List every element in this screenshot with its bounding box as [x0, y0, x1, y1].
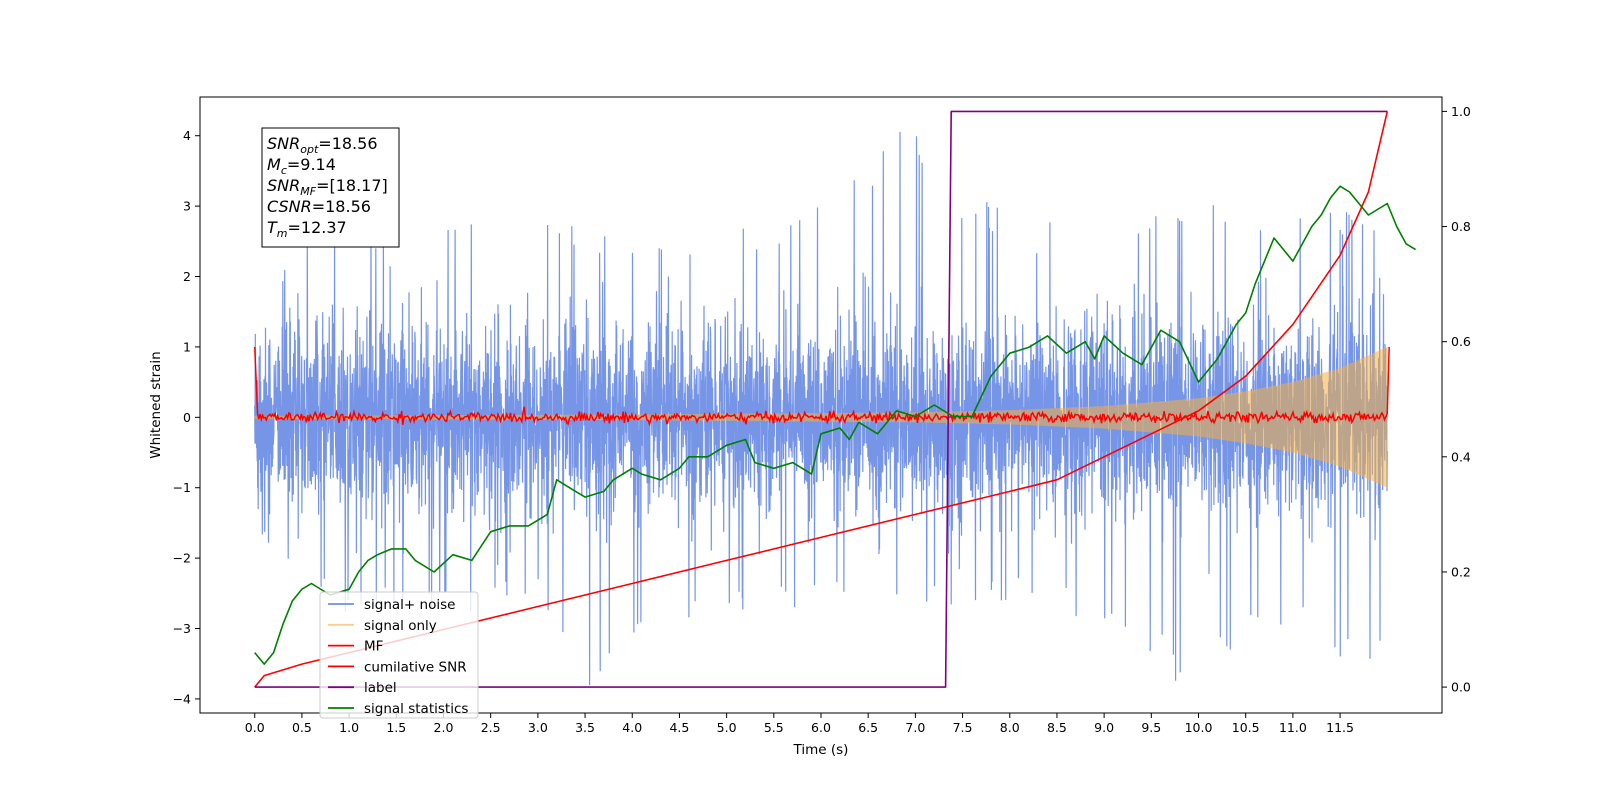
y2-tick-label: 1.0	[1451, 104, 1471, 119]
legend-entry: MF	[364, 639, 383, 655]
x-axis-label: Time (s)	[793, 742, 849, 758]
x-tick-label: 5.5	[764, 720, 784, 735]
x-tick-label: 11.0	[1279, 720, 1307, 735]
x-tick-label: 5.0	[717, 720, 737, 735]
x-tick-label: 9.0	[1094, 720, 1114, 735]
x-tick-label: 0.0	[245, 720, 265, 735]
info-tm: Tm=12.37	[267, 218, 347, 240]
x-tick-label: 7.0	[905, 720, 925, 735]
x-tick-label: 4.5	[669, 720, 689, 735]
x-tick-label: 11.5	[1326, 720, 1354, 735]
info-snr-mf: SNRMF=[18.17]	[267, 176, 388, 198]
info-mc: Mc=9.14	[267, 155, 336, 177]
x-tick-label: 1.0	[339, 720, 359, 735]
x-tick-label: 3.0	[528, 720, 548, 735]
y2-tick-label: 0.6	[1451, 334, 1471, 349]
series-signal-statistics	[254, 185, 1417, 665]
legend: signal+ noise signal only MF cumilative SNR…	[319, 591, 479, 719]
x-tick-label: 10.0	[1185, 720, 1213, 735]
x-tick-label: 8.5	[1047, 720, 1067, 735]
series-label	[254, 110, 1388, 688]
x-tick-label: 3.5	[575, 720, 595, 735]
legend-entry: signal statistics	[364, 701, 468, 717]
x-tick-label: 2.5	[481, 720, 501, 735]
x-tick-label: 8.0	[1000, 720, 1020, 735]
info-box-frame	[261, 127, 400, 248]
y-tick-label: −4	[173, 691, 191, 706]
x-tick-label: 10.5	[1232, 720, 1260, 735]
x-tick-label: 0.5	[292, 720, 312, 735]
legend-entry: label	[364, 680, 397, 696]
legend-entry: cumilative SNR	[364, 659, 467, 675]
y-tick-label: −3	[173, 621, 191, 636]
x-tick-label: 9.5	[1141, 720, 1161, 735]
info-snr-opt: SNRopt=18.56	[267, 134, 378, 156]
legend-frame	[319, 591, 479, 719]
y-tick-label: −2	[173, 551, 191, 566]
y-tick-label: 0	[183, 410, 191, 425]
y-tick-label: 1	[183, 339, 191, 354]
x-tick-label: 6.5	[858, 720, 878, 735]
x-tick-label: 7.5	[953, 720, 973, 735]
y2-tick-label: 0.2	[1451, 564, 1471, 579]
series-mf	[253, 346, 1390, 427]
y-axis-label: Whitened strain	[148, 351, 164, 458]
legend-entry: signal only	[364, 618, 437, 634]
y2-tick-label: 0.8	[1451, 219, 1471, 234]
x-tick-label: 6.0	[811, 720, 831, 735]
y-tick-label: 4	[183, 128, 191, 143]
y2-tick-label: 0.0	[1451, 680, 1471, 695]
x-tick-label: 2.0	[434, 720, 454, 735]
y-tick-label: 3	[183, 199, 191, 214]
x-tick-label: 4.0	[622, 720, 642, 735]
legend-entry: signal+ noise	[364, 597, 455, 613]
y2-tick-label: 0.4	[1451, 449, 1471, 464]
info-csnr: CSNR=18.56	[267, 197, 371, 216]
info-box: SNRopt=18.56 Mc=9.14 SNRMF=[18.17] CSNR=…	[261, 127, 400, 248]
axis-ticks: 0.0 0.5 1.0 1.5 2.0 2.5 3.0 3.5 4.0 4.5 5.0 5.5 6.0 6…	[173, 104, 1471, 735]
y-tick-label: −1	[173, 480, 191, 495]
x-tick-label: 1.5	[386, 720, 406, 735]
y-tick-label: 2	[183, 269, 191, 284]
